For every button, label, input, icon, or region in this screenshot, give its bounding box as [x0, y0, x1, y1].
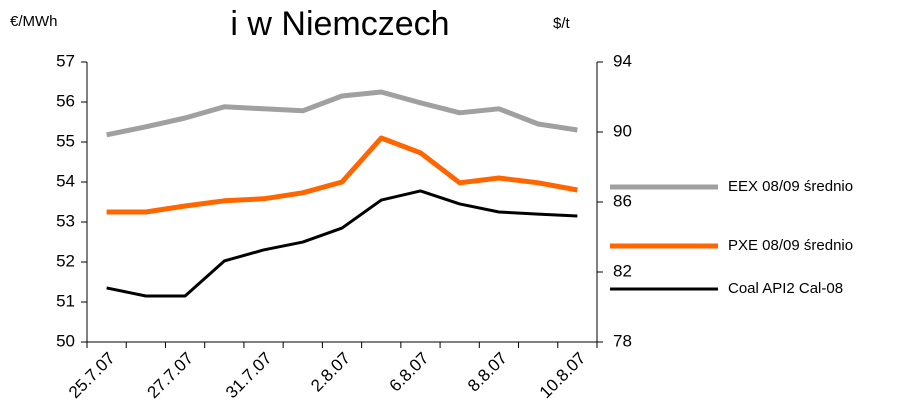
series-line [106, 135, 578, 215]
series-line [106, 189, 578, 298]
y2-tick-label: 78 [613, 331, 632, 350]
legend-label: EEX 08/09 średnio [728, 178, 853, 195]
y-tick-label: 54 [56, 171, 75, 190]
y-axis-label: €/MWh [10, 13, 58, 30]
y-tick-label: 53 [56, 211, 75, 230]
y-tick-label: 51 [56, 291, 75, 310]
y-tick-label: 56 [56, 91, 75, 110]
y-tick-label: 50 [56, 331, 75, 350]
y2-tick-label: 90 [613, 121, 632, 140]
x-tick-label: 31.7.07 [222, 349, 276, 403]
y2-tick-label: 86 [613, 191, 632, 210]
y-tick-label: 52 [56, 251, 75, 270]
chart-title: i w Niemczech [230, 5, 449, 43]
y2-axis-label: $/t [553, 15, 571, 32]
x-tick-label: 10.8.07 [536, 349, 590, 403]
y-tick-label: 57 [56, 51, 75, 70]
legend-label: Coal API2 Cal-08 [728, 280, 843, 297]
x-tick-label: 8.8.07 [464, 349, 511, 396]
y2-tick-label: 82 [613, 261, 632, 280]
series-line [106, 89, 578, 138]
y-tick-label: 55 [56, 131, 75, 150]
x-tick-label: 6.8.07 [386, 349, 433, 396]
y2-tick-label: 94 [613, 51, 632, 70]
x-tick-label: 2.8.07 [307, 349, 354, 396]
x-tick-label: 25.7.07 [65, 349, 119, 403]
legend-label: PXE 08/09 średnio [728, 237, 853, 254]
x-tick-label: 27.7.07 [144, 349, 198, 403]
